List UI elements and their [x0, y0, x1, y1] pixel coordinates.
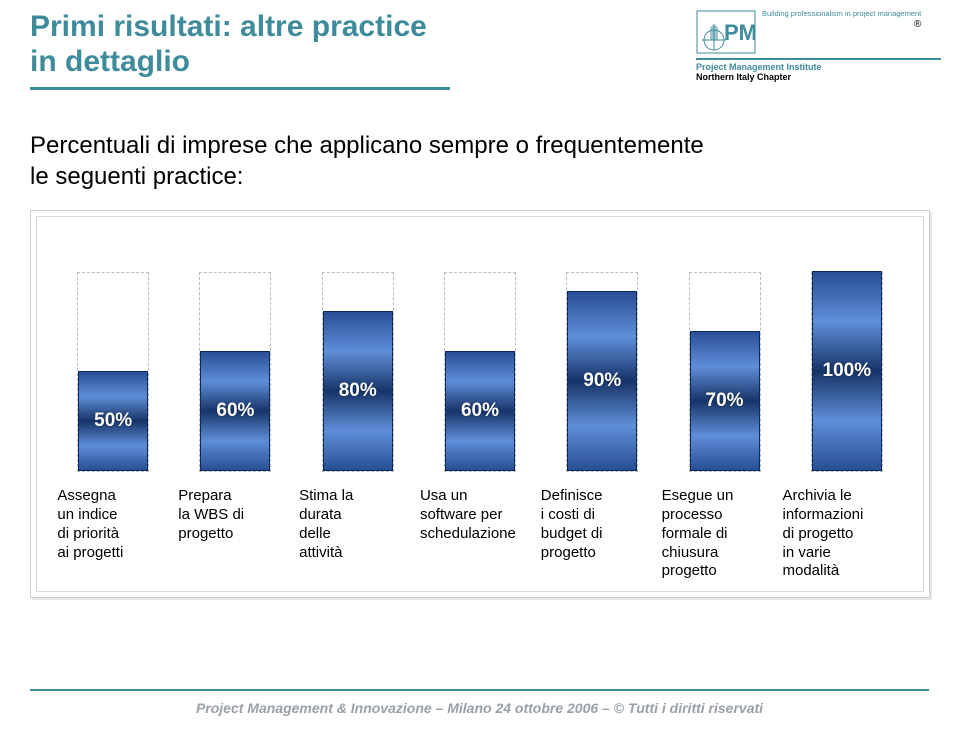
- body-text: Percentuali di imprese che applicano sem…: [30, 130, 929, 192]
- bar-axis-label-6: Archivia le informazioni di progetto in …: [782, 487, 902, 581]
- svg-text:PMI: PMI: [724, 20, 756, 45]
- bar-axis-label-5: Esegue un processo formale di chiusura p…: [662, 487, 782, 581]
- bar-col-1: 60%: [180, 242, 290, 472]
- bar-value-label-3: 60%: [446, 400, 514, 422]
- bar-slot-4: 90%: [566, 272, 638, 472]
- chart-panel: 50% 60% 80% 60% 90% 70% 100% Assegna un indice…: [30, 210, 930, 598]
- pmi-mark-icon: PMI: [696, 10, 756, 54]
- bar-slot-2: 80%: [322, 272, 394, 472]
- bar-fill-6: 100%: [812, 271, 882, 471]
- body-line1: Percentuali di imprese che applicano sem…: [30, 130, 929, 161]
- bar-value-label-4: 90%: [568, 370, 636, 392]
- footer-rule: [30, 689, 929, 691]
- chart-labels-row: Assegna un indice di priorità ai progett…: [52, 487, 908, 581]
- bar-fill-0: 50%: [78, 371, 148, 471]
- body-line2: le seguenti practice:: [30, 161, 929, 192]
- title-underline: [30, 87, 450, 90]
- bar-col-3: 60%: [425, 242, 535, 472]
- bar-axis-label-3: Usa un software per schedulazione: [420, 487, 540, 581]
- bar-col-0: 50%: [58, 242, 168, 472]
- bar-fill-3: 60%: [445, 351, 515, 471]
- bar-axis-label-2: Stima la durata delle attività: [299, 487, 419, 581]
- bar-value-label-6: 100%: [813, 360, 881, 382]
- bar-col-4: 90%: [547, 242, 657, 472]
- bar-fill-4: 90%: [567, 291, 637, 471]
- logo-sub-line2: Northern Italy Chapter: [696, 73, 941, 83]
- bar-value-label-0: 50%: [79, 410, 147, 432]
- bar-col-6: 100%: [792, 242, 902, 472]
- bar-value-label-2: 80%: [324, 380, 392, 402]
- bar-slot-1: 60%: [199, 272, 271, 472]
- logo-tagline: Building professionalism in project mana…: [762, 10, 921, 19]
- chart-bars-row: 50% 60% 80% 60% 90% 70% 100%: [52, 242, 908, 472]
- logo-divider: [696, 58, 941, 60]
- bar-slot-6: 100%: [811, 272, 883, 472]
- bar-col-5: 70%: [670, 242, 780, 472]
- bar-fill-2: 80%: [323, 311, 393, 471]
- pmi-logo: PMI Building professionalism in project …: [696, 10, 941, 83]
- bar-value-label-1: 60%: [201, 400, 269, 422]
- bar-slot-5: 70%: [689, 272, 761, 472]
- bar-slot-0: 50%: [77, 272, 149, 472]
- bar-value-label-5: 70%: [691, 390, 759, 412]
- footer-text: Project Management & Innovazione – Milan…: [0, 700, 959, 716]
- bar-fill-1: 60%: [200, 351, 270, 471]
- bar-axis-label-4: Definisce i costi di budget di progetto: [541, 487, 661, 581]
- bar-slot-3: 60%: [444, 272, 516, 472]
- bar-col-2: 80%: [303, 242, 413, 472]
- bar-fill-5: 70%: [690, 331, 760, 471]
- logo-trademark: ®: [762, 19, 921, 31]
- bar-axis-label-0: Assegna un indice di priorità ai progett…: [57, 487, 177, 581]
- bar-axis-label-1: Prepara la WBS di progetto: [178, 487, 298, 581]
